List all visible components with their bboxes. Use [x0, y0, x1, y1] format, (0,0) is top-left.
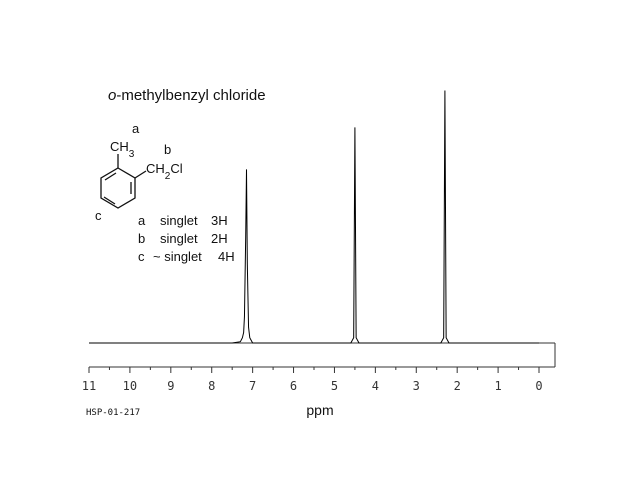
formula-part: 3	[129, 149, 135, 160]
assignment: c	[138, 249, 145, 264]
double-bond	[103, 196, 116, 205]
assignment: singlet	[160, 213, 198, 228]
x-tick-label: 4	[372, 379, 379, 393]
title-text: -methylbenzyl chloride	[116, 87, 265, 104]
x-tick-label: 6	[290, 379, 297, 393]
x-axis-label: ppm	[306, 402, 333, 418]
assignment: singlet	[160, 231, 198, 246]
formula-part: CH	[146, 161, 165, 176]
x-tick-label: 11	[82, 379, 96, 393]
assignment: b	[138, 231, 145, 246]
x-tick-label: 1	[494, 379, 501, 393]
double-bond	[104, 172, 117, 181]
assignment: 2H	[211, 231, 228, 246]
ring	[100, 167, 136, 209]
chart-title: o-methylbenzyl chloride	[108, 87, 266, 104]
spectrum	[89, 90, 539, 344]
methyl: CH3	[110, 139, 135, 160]
x-tick-label: 3	[413, 379, 420, 393]
assignment: 4H	[218, 249, 235, 264]
label-a: a	[132, 121, 140, 136]
formula-part: 2	[165, 171, 171, 182]
x-tick-label: 5	[331, 379, 338, 393]
assignment: ~ singlet	[153, 249, 202, 264]
assignment: a	[138, 213, 146, 228]
x-tick-label: 9	[167, 379, 174, 393]
assignment: 3H	[211, 213, 228, 228]
title-italic: o	[108, 87, 116, 104]
label-b: b	[164, 142, 171, 157]
x-tick-label: 10	[123, 379, 137, 393]
spectrum-id: HSP-01-217	[86, 408, 140, 418]
x-tick-label: 8	[208, 379, 215, 393]
x-tick-label: 0	[535, 379, 542, 393]
chloromethyl: CH2Cl	[146, 161, 183, 182]
formula-part: CH	[110, 139, 129, 154]
bond	[134, 170, 147, 179]
x-tick-label: 7	[249, 379, 256, 393]
label-c: c	[95, 208, 102, 223]
formula-part: Cl	[170, 161, 182, 176]
benzene-ring	[100, 154, 147, 209]
x-tick-label: 2	[454, 379, 461, 393]
